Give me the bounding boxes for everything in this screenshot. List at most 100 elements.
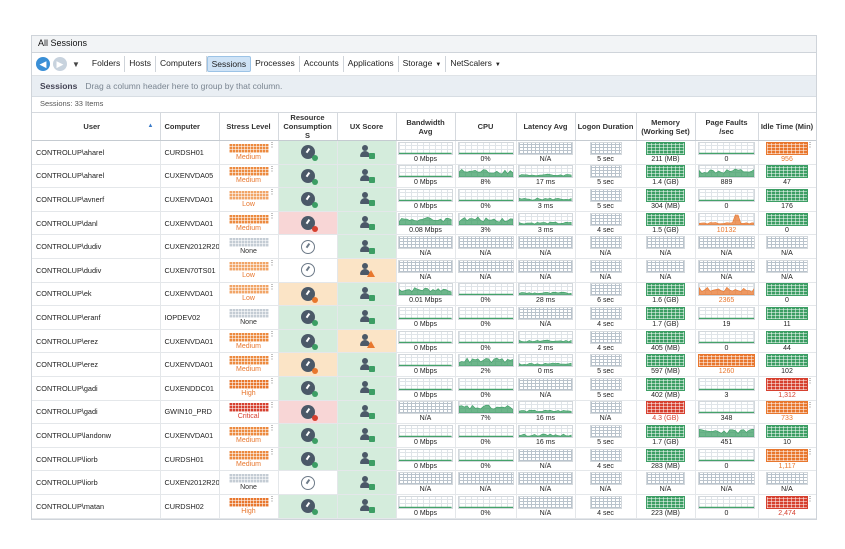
metric-sparkline <box>697 259 756 273</box>
more-options-icon[interactable]: ⋮ <box>268 495 276 503</box>
table-row[interactable]: CONTROLUP\aharel CURDSH01 Medium ⋮ 0 Mbps 0% N… <box>32 140 816 165</box>
tab-processes[interactable]: Processes <box>251 56 300 72</box>
user-icon[interactable] <box>359 216 375 231</box>
back-arrow-icon[interactable]: ◀ <box>36 57 50 71</box>
table-row[interactable]: CONTROLUP\avnerf CUXENVDA01 Low ⋮ 0 Mbps 0% 3 … <box>32 187 816 212</box>
column-header[interactable]: Bandwidth Avg <box>396 112 456 141</box>
gauge-icon[interactable] <box>300 334 318 351</box>
user-icon[interactable] <box>359 192 375 207</box>
more-options-icon[interactable]: ⋮ <box>268 283 276 291</box>
user-icon[interactable] <box>359 357 375 372</box>
gauge-icon[interactable] <box>300 310 318 327</box>
gauge-icon[interactable] <box>300 168 318 185</box>
table-row[interactable]: CONTROLUP\landonw CUXENVDA01 Medium ⋮ 0 Mbps… <box>32 423 816 448</box>
gauge-icon[interactable] <box>300 286 318 303</box>
memory-cell: 1.6 (GB) <box>636 282 696 307</box>
nav-history-dropdown-icon[interactable]: ▼ <box>72 59 80 69</box>
column-header[interactable]: Logon Duration <box>575 112 637 141</box>
table-row[interactable]: CONTROLUP\liorb CUXEN2012R202 None N/A N/A N/… <box>32 470 816 495</box>
user-icon[interactable] <box>359 381 375 396</box>
user-icon[interactable] <box>359 168 375 183</box>
user-icon[interactable] <box>359 145 375 160</box>
metric-cell: 4 sec <box>576 495 636 518</box>
more-options-icon[interactable]: ⋮ <box>268 354 276 362</box>
latency-cell: N/A <box>516 140 576 165</box>
gauge-icon[interactable] <box>300 475 315 490</box>
more-options-icon[interactable]: ⋮ <box>268 330 276 338</box>
user-icon[interactable] <box>359 428 375 443</box>
tab-accounts[interactable]: Accounts <box>300 56 344 72</box>
more-options-icon[interactable]: ⋮ <box>268 448 276 456</box>
table-row[interactable]: CONTROLUP\matan CURDSH02 High ⋮ 0 Mbps 0% N/A 4… <box>32 494 816 519</box>
user-icon[interactable] <box>359 310 375 325</box>
more-options-icon[interactable]: ⋮ <box>268 401 276 409</box>
table-row[interactable]: CONTROLUP\dudiv CUXEN2012R202 None N/A N/A N/… <box>32 234 816 259</box>
user-icon[interactable] <box>359 334 375 349</box>
tab-hosts[interactable]: Hosts <box>125 56 156 72</box>
group-by-bar[interactable]: Sessions Drag a column header here to gr… <box>32 76 816 97</box>
table-row[interactable]: CONTROLUP\dudiv CUXEN70TS01 Low ⋮ N/A N/A N/A N… <box>32 258 816 283</box>
user-icon[interactable] <box>359 475 375 490</box>
stress-bar <box>228 450 269 460</box>
table-row[interactable]: CONTROLUP\aharel CUXENVDA05 Medium ⋮ 0 Mbps 8… <box>32 164 816 189</box>
user-icon[interactable] <box>359 263 375 278</box>
forward-arrow-icon[interactable]: ▶ <box>53 57 67 71</box>
more-options-icon[interactable]: ⋮ <box>268 189 276 197</box>
table-row[interactable]: CONTROLUP\danl CUXENVDA01 Medium ⋮ 0.08 Mbps… <box>32 211 816 236</box>
tab-sessions[interactable]: Sessions <box>206 56 252 72</box>
gauge-icon[interactable] <box>300 381 318 398</box>
user-icon[interactable] <box>359 404 375 419</box>
status-ok-icon <box>368 200 375 207</box>
gauge-icon[interactable] <box>300 452 318 469</box>
table-row[interactable]: CONTROLUP\liorb CURDSH01 Medium ⋮ 0 Mbps 0% N/… <box>32 447 816 472</box>
more-options-icon[interactable]: ⋮ <box>268 259 276 267</box>
gauge-icon[interactable] <box>300 263 315 278</box>
tab-netscalers[interactable]: NetScalers ▼ <box>446 56 505 72</box>
more-options-icon[interactable]: ⋮ <box>268 377 276 385</box>
tab-applications[interactable]: Applications <box>344 56 399 72</box>
user-icon[interactable] <box>359 499 375 514</box>
user-icon[interactable] <box>359 239 375 254</box>
column-header[interactable]: Idle Time (Min) <box>758 112 816 141</box>
tab-storage[interactable]: Storage ▼ <box>399 56 447 72</box>
table-row[interactable]: CONTROLUP\eranf IOPDEV02 None 0 Mbps 0% N/A 4 … <box>32 305 816 330</box>
column-header[interactable]: Memory (Working Set) <box>636 112 696 141</box>
column-header[interactable]: Latency Avg <box>516 112 576 141</box>
user-icon[interactable] <box>359 286 375 301</box>
more-options-icon[interactable]: ⋮ <box>268 142 276 149</box>
gauge-icon[interactable] <box>300 428 318 445</box>
metric-cell: 0% <box>456 448 516 471</box>
column-header[interactable]: CPU <box>455 112 517 141</box>
more-options-icon[interactable]: ⋮ <box>806 448 814 456</box>
gauge-icon[interactable] <box>300 357 318 374</box>
table-row[interactable]: CONTROLUP\gadi GWIN10_PRD Critical ⋮ N/A 7% 16… <box>32 400 816 425</box>
more-options-icon[interactable]: ⋮ <box>268 212 276 220</box>
gauge-icon[interactable] <box>300 499 318 516</box>
column-header[interactable]: UX Score <box>337 112 397 141</box>
more-options-icon[interactable]: ⋮ <box>806 142 814 149</box>
gauge-icon[interactable] <box>300 404 318 421</box>
metric-value: 0 Mbps <box>414 509 437 517</box>
column-header[interactable]: Computer <box>160 112 220 141</box>
table-row[interactable]: CONTROLUP\erez CUXENVDA01 Medium ⋮ 0 Mbps 2% 0… <box>32 352 816 377</box>
more-options-icon[interactable]: ⋮ <box>268 165 276 173</box>
user-icon[interactable] <box>359 452 375 467</box>
gauge-icon[interactable] <box>300 145 318 162</box>
gauge-icon[interactable] <box>300 239 315 254</box>
metric-cell: 44 <box>759 330 816 353</box>
more-options-icon[interactable]: ⋮ <box>268 425 276 433</box>
gauge-icon[interactable] <box>300 216 318 233</box>
more-options-icon[interactable]: ⋮ <box>806 377 814 385</box>
table-row[interactable]: CONTROLUP\erez CUXENVDA01 Medium ⋮ 0 Mbps 0% 2… <box>32 329 816 354</box>
column-header[interactable]: Stress Level <box>219 112 279 141</box>
column-header[interactable]: User ▲ <box>32 112 161 141</box>
more-options-icon[interactable]: ⋮ <box>806 495 814 503</box>
table-row[interactable]: CONTROLUP\gadi CUXENDDC01 High ⋮ 0 Mbps 0% N/A… <box>32 376 816 401</box>
gauge-icon[interactable] <box>300 192 318 209</box>
table-row[interactable]: CONTROLUP\ek CUXENVDA01 Low ⋮ 0.01 Mbps 0% 28 … <box>32 282 816 307</box>
column-header[interactable]: Page Faults /sec <box>695 112 759 141</box>
more-options-icon[interactable]: ⋮ <box>806 401 814 409</box>
column-header[interactable]: Resource Consumption S <box>278 112 338 141</box>
tab-folders[interactable]: Folders <box>88 56 126 72</box>
tab-computers[interactable]: Computers <box>156 56 207 72</box>
